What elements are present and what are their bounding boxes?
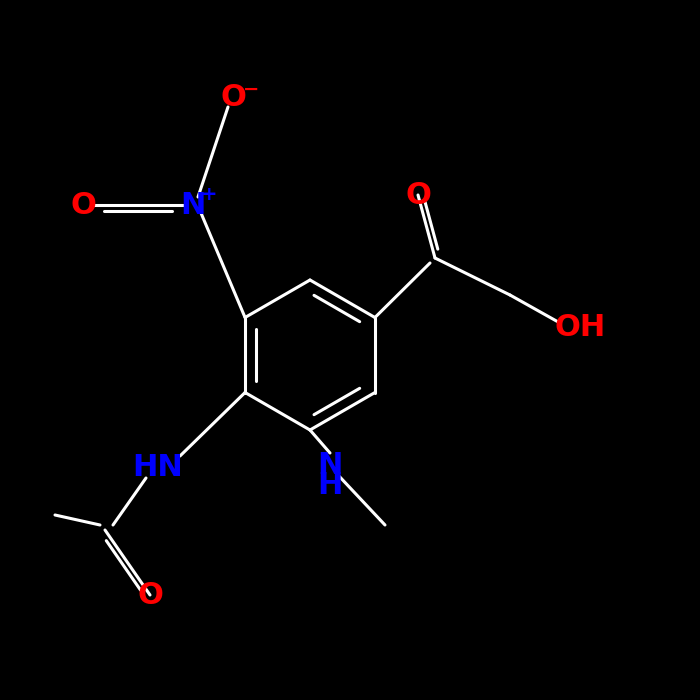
Text: N: N <box>181 190 206 220</box>
Text: O: O <box>137 580 163 610</box>
Text: O: O <box>220 83 246 111</box>
Text: HN: HN <box>132 454 183 482</box>
Text: −: − <box>243 80 259 99</box>
Text: H: H <box>317 470 343 500</box>
Text: O: O <box>405 181 431 209</box>
Text: OH: OH <box>554 314 606 342</box>
Text: O: O <box>70 190 96 220</box>
Text: +: + <box>201 186 217 204</box>
Text: N: N <box>317 451 343 480</box>
